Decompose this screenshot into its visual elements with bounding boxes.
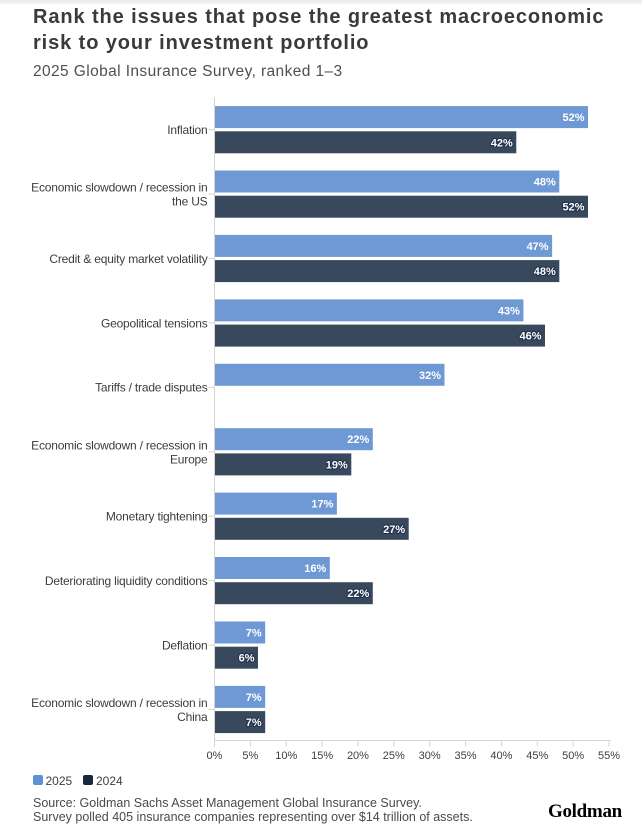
svg-text:7%: 7%	[246, 628, 262, 640]
svg-text:47%: 47%	[527, 241, 549, 253]
svg-text:27%: 27%	[383, 524, 405, 536]
svg-text:30%: 30%	[419, 750, 441, 762]
svg-text:52%: 52%	[562, 202, 584, 214]
svg-text:40%: 40%	[490, 750, 512, 762]
svg-text:Tariffs / trade disputes: Tariffs / trade disputes	[95, 381, 208, 395]
svg-text:5%: 5%	[242, 750, 258, 762]
svg-text:22%: 22%	[347, 588, 369, 600]
svg-text:Monetary tightening: Monetary tightening	[106, 510, 208, 524]
svg-text:6%: 6%	[239, 653, 255, 665]
svg-text:Economic slowdown / recession: Economic slowdown / recession in	[31, 438, 207, 452]
svg-text:48%: 48%	[534, 266, 556, 278]
svg-text:7%: 7%	[246, 692, 262, 704]
svg-text:Europe: Europe	[170, 452, 208, 466]
svg-text:Deteriorating liquidity condit: Deteriorating liquidity conditions	[45, 574, 208, 588]
svg-text:10%: 10%	[275, 750, 297, 762]
svg-text:15%: 15%	[311, 750, 333, 762]
svg-text:17%: 17%	[311, 499, 333, 511]
svg-text:25%: 25%	[383, 750, 405, 762]
svg-text:22%: 22%	[347, 434, 369, 446]
svg-text:Economic slowdown / recession: Economic slowdown / recession in	[31, 696, 207, 710]
svg-text:48%: 48%	[534, 177, 556, 189]
svg-text:20%: 20%	[347, 750, 369, 762]
svg-text:42%: 42%	[491, 137, 513, 149]
svg-text:Credit & equity market volatil: Credit & equity market volatility	[49, 252, 207, 266]
svg-text:Economic slowdown / recession: Economic slowdown / recession in	[31, 181, 207, 195]
svg-text:45%: 45%	[526, 750, 548, 762]
svg-text:Deflation: Deflation	[162, 638, 208, 652]
svg-text:46%: 46%	[519, 331, 541, 343]
svg-text:43%: 43%	[498, 305, 520, 317]
svg-text:16%: 16%	[304, 563, 326, 575]
svg-text:50%: 50%	[562, 750, 584, 762]
svg-text:19%: 19%	[326, 459, 348, 471]
svg-text:35%: 35%	[455, 750, 477, 762]
svg-text:0%: 0%	[207, 750, 223, 762]
svg-text:52%: 52%	[562, 112, 584, 124]
svg-text:Inflation: Inflation	[167, 123, 207, 137]
svg-text:32%: 32%	[419, 370, 441, 382]
svg-text:the US: the US	[172, 195, 208, 209]
svg-text:7%: 7%	[246, 717, 262, 729]
svg-text:55%: 55%	[598, 750, 620, 762]
svg-text:China: China	[177, 710, 208, 724]
svg-text:Geopolitical tensions: Geopolitical tensions	[101, 316, 208, 330]
